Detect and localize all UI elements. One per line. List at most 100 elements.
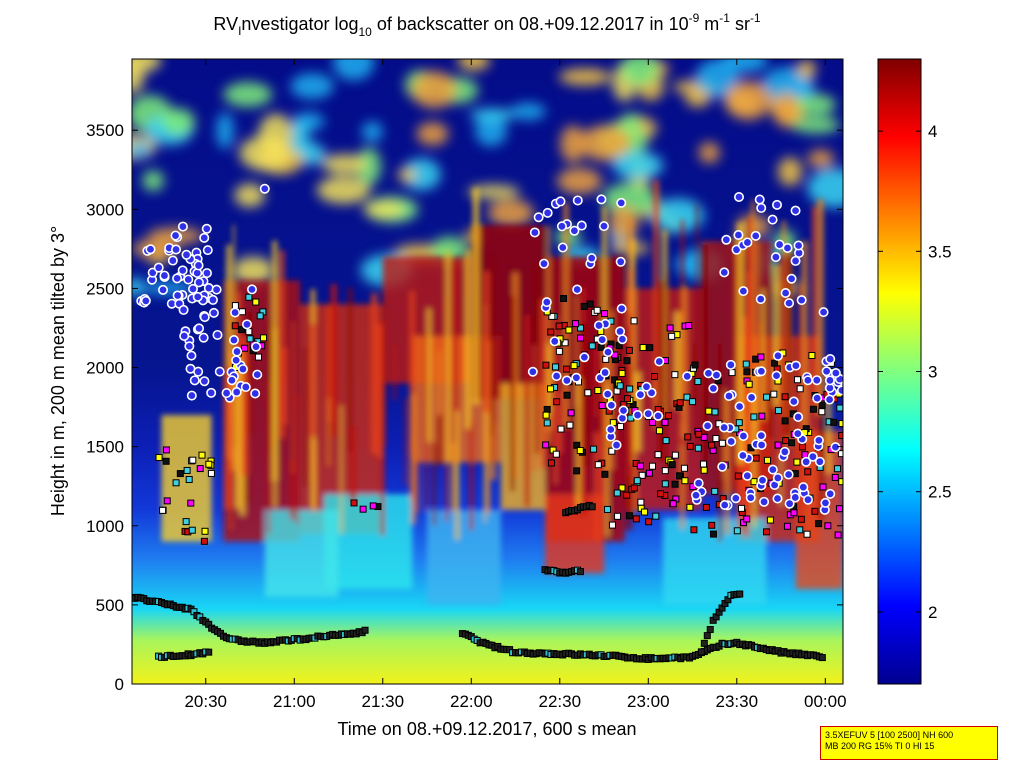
cloud-top-marker: [750, 230, 761, 241]
cloud-detection-marker: [809, 405, 817, 413]
plume-streak: [575, 295, 578, 407]
cloud-detection-marker: [734, 472, 742, 480]
plot-frame: [131, 58, 844, 685]
plume-streak: [437, 414, 443, 466]
cloud-top-marker: [201, 223, 212, 234]
y-tick-label: 2000: [86, 359, 124, 378]
cloud-detection-marker: [666, 324, 674, 332]
plume-streak: [702, 245, 708, 472]
cloud-detection-marker: [743, 368, 751, 376]
cloud-top-marker: [824, 394, 835, 405]
cloud-detection-marker: [649, 418, 657, 426]
cloud-top-marker: [527, 366, 538, 377]
cloud-top-marker: [779, 446, 790, 457]
upper-cloud-patch: [290, 73, 334, 100]
cloud-detection-marker: [815, 520, 823, 528]
cloud-top-marker: [579, 352, 590, 363]
cloud-detection-marker: [661, 418, 669, 426]
plume-streak: [416, 458, 419, 513]
cloud-detection-marker: [689, 398, 697, 406]
y-axis: 0 500 1000 1500 2000 2500 3000 3500: [86, 121, 843, 694]
cloud-detection-marker: [695, 430, 703, 438]
cloud-top-marker: [756, 366, 767, 377]
upper-cloud-patch: [620, 59, 660, 87]
cloud-detection-marker: [763, 528, 771, 536]
x-tick-label: 22:00: [450, 692, 493, 711]
upper-cloud-patch: [621, 113, 642, 127]
cloud-top-marker: [231, 387, 242, 398]
cloud-detection-marker: [831, 473, 839, 481]
cloud-detection-marker: [586, 300, 594, 308]
plume-streak: [594, 432, 601, 541]
cloud-detection-marker: [563, 391, 571, 399]
cloud-detection-marker: [584, 389, 592, 397]
cloud-top-marker: [757, 475, 768, 486]
cloud-top-marker: [177, 221, 188, 232]
cloud-top-marker: [159, 270, 170, 281]
cloud-detection-marker: [207, 469, 215, 477]
processing-info-line-1: 3.5XEFUV 5 [100 2500] NH 600: [825, 730, 954, 740]
cloud-top-marker: [606, 400, 617, 411]
upper-cloud-patch: [397, 167, 417, 183]
cloud-top-marker: [738, 286, 749, 297]
plume-streak: [465, 249, 471, 429]
upper-cloud-patch: [402, 158, 441, 191]
colorbar-tick-label: 3.5: [928, 242, 952, 261]
cloud-top-marker: [756, 202, 767, 213]
cloud-top-marker: [802, 375, 813, 386]
cloud-top-marker: [199, 376, 210, 387]
cloud-base-marker: [697, 648, 705, 656]
cloud-detection-marker: [548, 312, 556, 320]
cloud-detection-marker: [159, 506, 167, 514]
cloud-top-marker: [756, 430, 767, 441]
y-tick-label: 0: [115, 675, 124, 694]
cloud-top-marker: [184, 341, 195, 352]
cloud-detection-marker: [781, 393, 789, 401]
cloud-detection-marker: [752, 454, 760, 462]
cloud-top-marker: [172, 273, 183, 284]
cloud-detection-marker: [797, 515, 805, 523]
cloud-top-marker: [738, 431, 749, 442]
cloud-top-marker: [237, 364, 248, 375]
cloud-detection-marker: [601, 310, 609, 318]
cloud-detection-marker: [837, 450, 843, 458]
cloud-top-marker: [593, 320, 604, 331]
cloud-detection-marker: [645, 469, 653, 477]
cloud-top-marker: [140, 295, 151, 306]
cloud-top-marker: [820, 497, 831, 508]
plume-streak: [235, 357, 241, 509]
cloud-top-marker: [818, 307, 829, 318]
cloud-top-marker: [538, 258, 549, 269]
cloud-top-marker: [790, 255, 801, 266]
cloud-detection-marker: [668, 332, 676, 340]
plume-streak: [273, 328, 277, 509]
cloud-top-marker: [653, 410, 664, 421]
upper-cloud-patch: [698, 142, 720, 164]
cloud-base-marker: [706, 625, 714, 633]
cloud-top-marker: [183, 274, 194, 285]
cloud-detection-marker: [632, 515, 640, 523]
cloud-detection-marker: [669, 500, 677, 508]
upper-cloud-patch: [239, 135, 292, 171]
cloud-detection-marker: [630, 317, 638, 325]
cloud-detection-marker: [711, 487, 719, 495]
cloud-detection-marker: [547, 385, 555, 393]
plume-streak: [742, 316, 749, 537]
cloud-detection-marker: [700, 466, 708, 474]
plume-streak: [231, 350, 235, 472]
cloud-detection-marker: [636, 462, 644, 470]
cloud-detection-marker: [162, 457, 170, 465]
cloud-top-marker: [790, 360, 801, 371]
cloud-detection-marker: [617, 423, 625, 431]
x-tick-label: 23:00: [627, 692, 670, 711]
plume-streak: [666, 269, 669, 494]
cloud-top-marker: [206, 387, 217, 398]
cloud-detection-marker: [630, 484, 638, 492]
cloud-top-marker: [561, 375, 572, 386]
cloud-detection-marker: [799, 443, 807, 451]
cloud-top-marker: [812, 393, 823, 404]
cloud-detection-marker: [737, 504, 745, 512]
cloud-detection-marker: [625, 346, 633, 354]
cloud-detection-marker: [547, 459, 555, 467]
cloud-top-marker: [708, 383, 719, 394]
